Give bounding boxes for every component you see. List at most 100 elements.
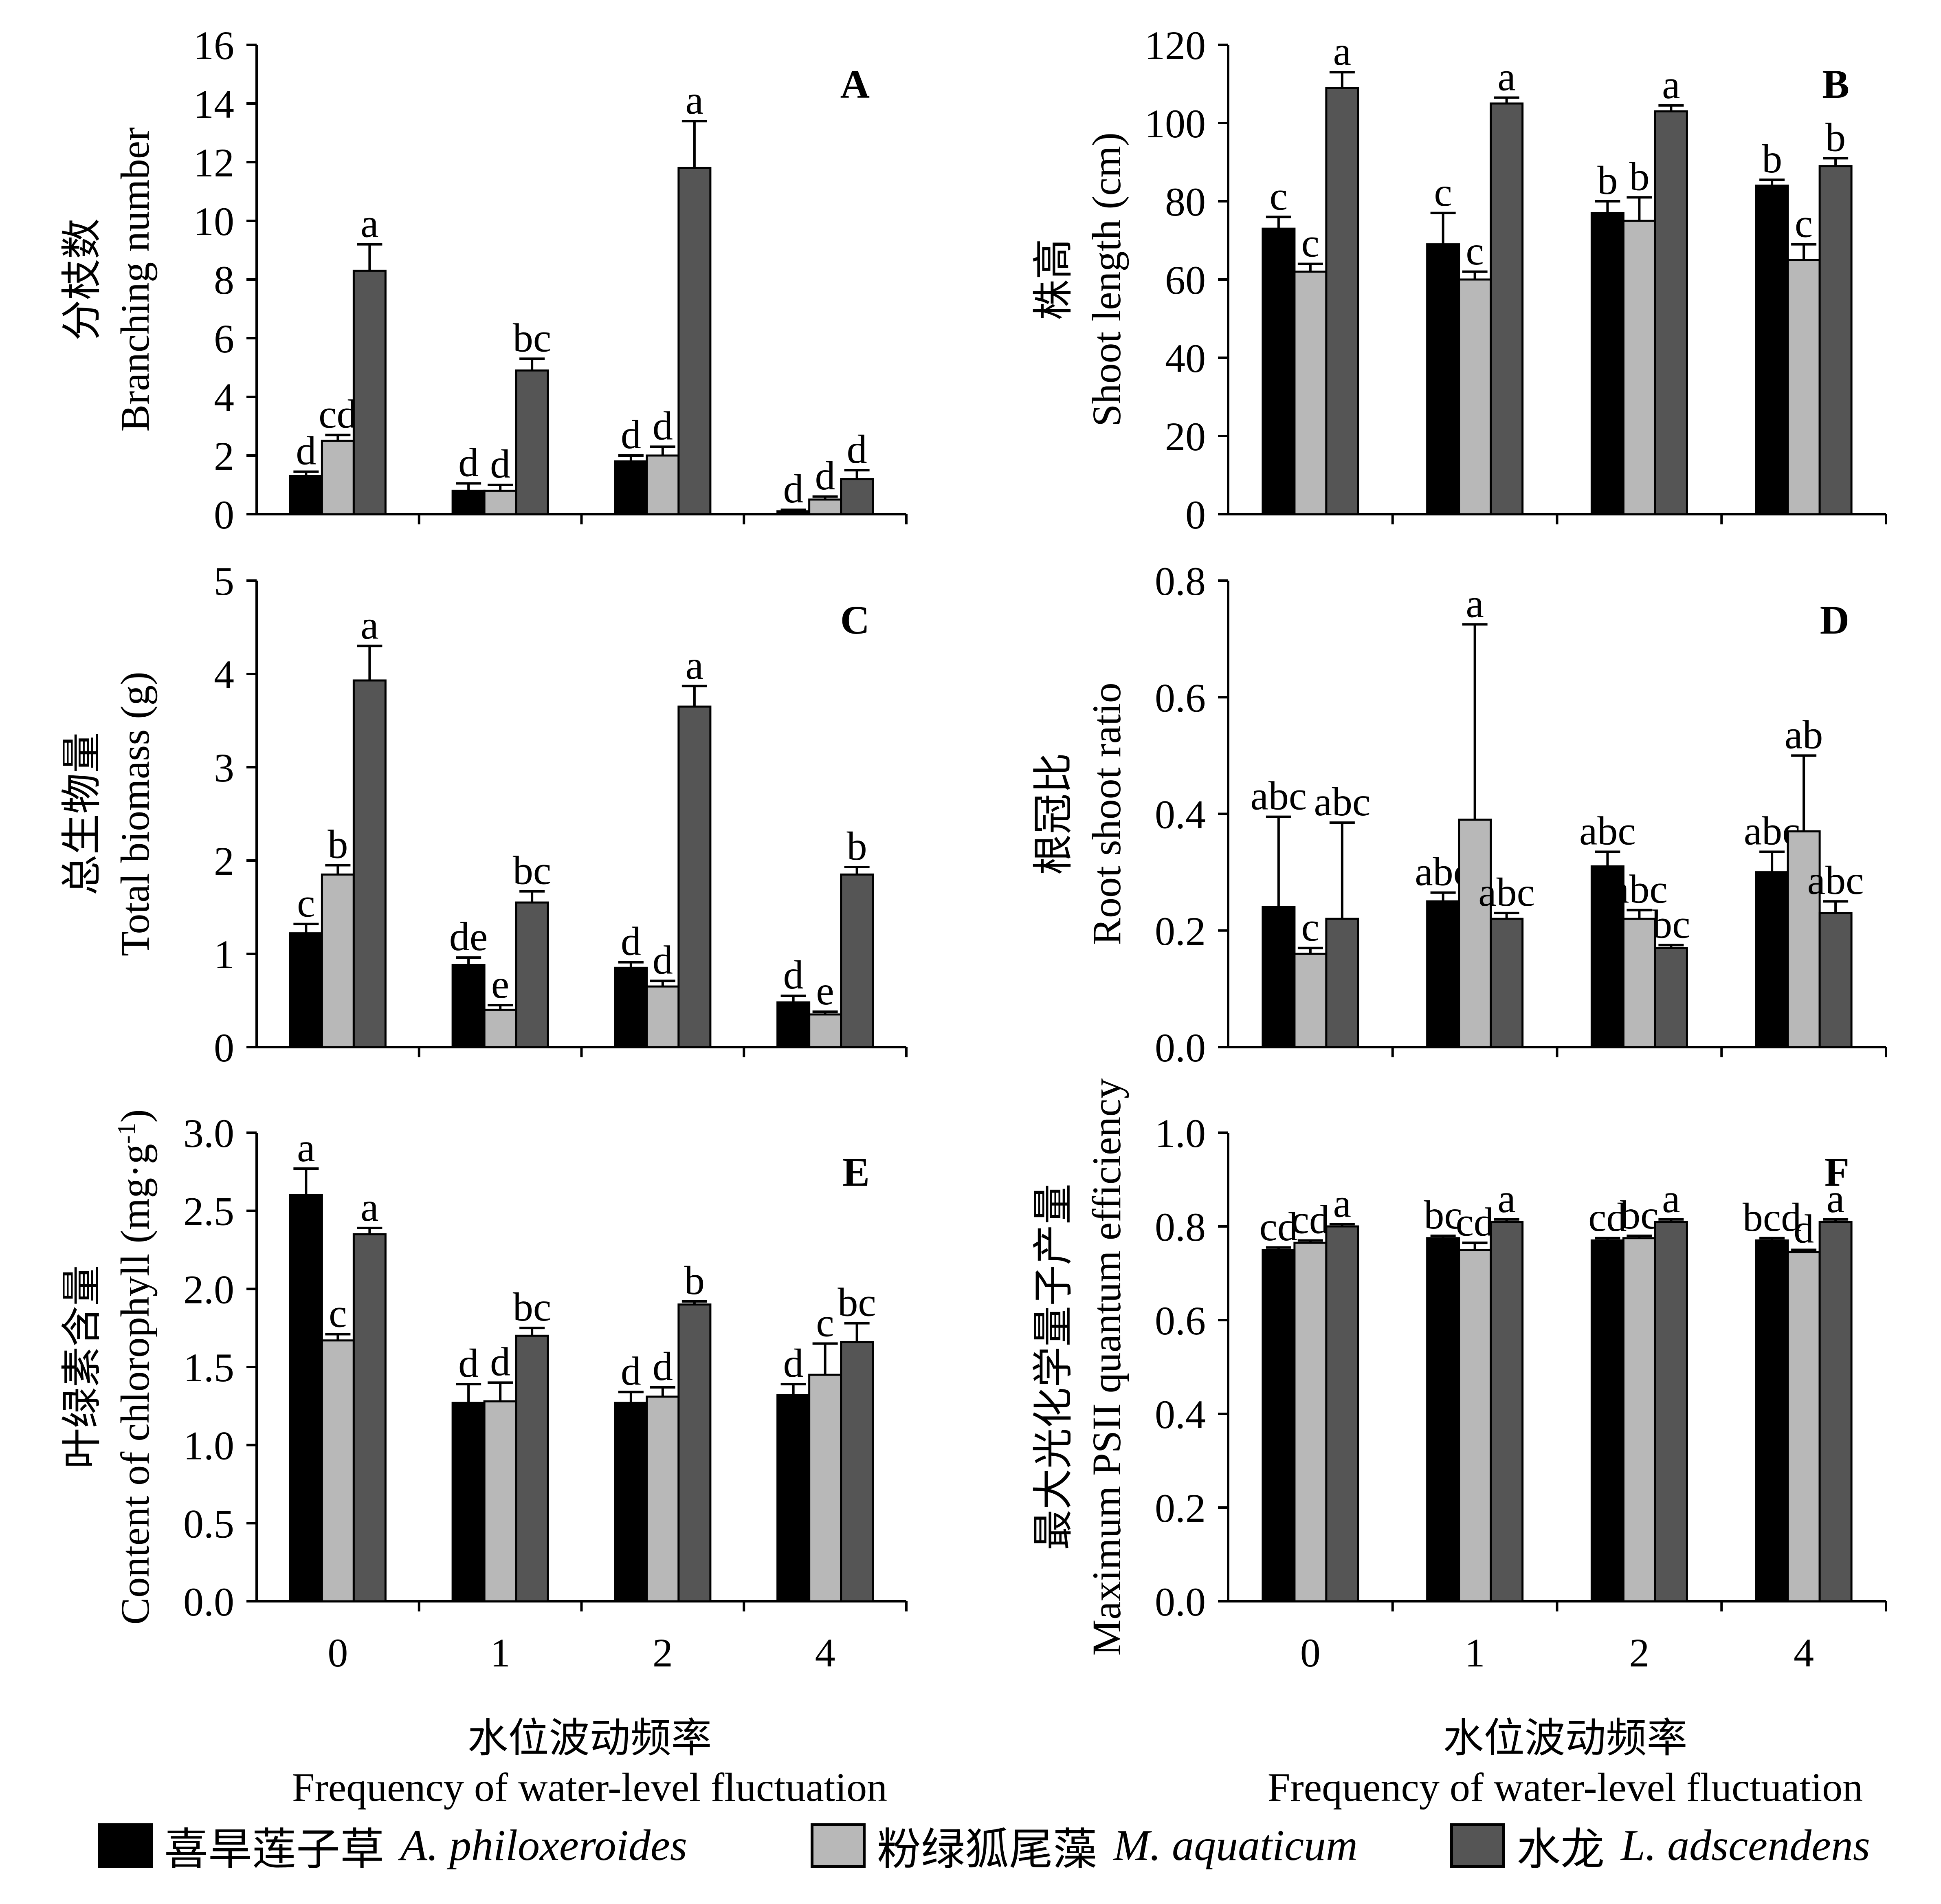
bar: [646, 1396, 680, 1602]
bar: [1325, 87, 1359, 515]
bar: [1293, 953, 1328, 1048]
bar: [289, 475, 323, 515]
y-axis-title: Root shoot ratio: [1084, 682, 1129, 945]
y-tick-label: 40: [1165, 336, 1206, 381]
bar: [451, 489, 486, 515]
legend-latin-label: M. aquaticum: [1113, 1821, 1358, 1870]
significance-label: a: [1662, 1176, 1680, 1221]
bar: [1787, 259, 1821, 515]
y-tick-label: 3.0: [183, 1111, 234, 1156]
chart-panel-d: 0.00.20.40.60.8abccabcabcaabcabcabcbcabc…: [1031, 559, 1887, 1070]
y-tick-label: 1.0: [183, 1423, 234, 1468]
significance-label: c: [329, 1291, 347, 1336]
legend-latin-label: L. adscendens: [1621, 1821, 1870, 1870]
panel-letter: C: [840, 597, 870, 643]
significance-label: a: [361, 201, 378, 246]
bar: [1755, 1239, 1789, 1602]
significance-label: c: [1301, 905, 1319, 950]
legend-item-a-philoxeroides: 喜旱莲子草 A. philoxeroides: [98, 1813, 687, 1878]
significance-label: abc: [1579, 808, 1636, 854]
bar: [1818, 1221, 1853, 1602]
y-tick-label: 1.5: [183, 1345, 234, 1390]
y-tick-label: 60: [1165, 258, 1206, 303]
significance-label: d: [653, 1344, 673, 1389]
bar: [451, 1402, 486, 1602]
bar: [808, 498, 842, 515]
significance-label: b: [684, 1258, 705, 1303]
significance-label: d: [783, 466, 804, 511]
bar: [1787, 1251, 1821, 1602]
significance-label: bc: [1620, 1192, 1658, 1237]
bar: [1490, 1221, 1524, 1602]
bar: [1755, 185, 1789, 515]
significance-label: d: [296, 428, 316, 473]
bar: [1262, 1249, 1296, 1602]
bar: [1490, 918, 1524, 1048]
significance-label: abc: [1807, 858, 1864, 903]
legend-swatch: [811, 1823, 866, 1868]
significance-label: abc: [1478, 869, 1535, 915]
y-axis-title: Maximum PSII quantum efficiency: [1084, 1078, 1129, 1655]
bar: [1622, 1237, 1656, 1602]
significance-label: d: [621, 1348, 641, 1393]
y-tick-label: 0.2: [1155, 909, 1206, 954]
bar: [515, 1334, 549, 1602]
y-tick-label: 2.0: [183, 1267, 234, 1312]
bar: [1426, 900, 1460, 1048]
significance-label: a: [297, 1125, 315, 1170]
y-tick-label: 0.4: [1155, 1392, 1206, 1437]
y-tick-label: 2: [214, 434, 234, 479]
significance-label: e: [816, 968, 834, 1013]
x-tick-label: 1: [490, 1630, 510, 1675]
significance-label: ab: [1785, 712, 1823, 757]
bar: [352, 269, 387, 515]
bar: [840, 478, 874, 515]
significance-label: bc: [513, 848, 551, 893]
legend-cn-label: 喜旱莲子草: [164, 1826, 385, 1874]
x-tick-label: 1: [1465, 1630, 1485, 1675]
significance-label: d: [458, 1341, 479, 1386]
significance-label: a: [686, 643, 703, 688]
significance-label: d: [490, 1339, 510, 1384]
bar: [1654, 1221, 1688, 1602]
y-axis-title-cn: 总生物量: [59, 733, 105, 896]
bar: [321, 1339, 355, 1602]
x-axis-title-en: Frequency of water-level fluctuation: [292, 1765, 887, 1810]
bar: [1293, 271, 1328, 515]
bar: [614, 1402, 648, 1602]
bar: [1490, 102, 1524, 515]
significance-label: a: [1333, 1180, 1351, 1226]
bar: [776, 510, 811, 515]
y-tick-label: 120: [1145, 23, 1206, 68]
significance-label: c: [1466, 228, 1484, 273]
significance-label: de: [449, 914, 488, 959]
significance-label: d: [490, 441, 510, 486]
significance-label: d: [653, 937, 673, 982]
bar: [646, 454, 680, 515]
bar: [614, 460, 648, 515]
x-axis-title-cn: 水位波动频率: [1443, 1716, 1688, 1761]
significance-label: bc: [513, 315, 551, 360]
significance-label: abc: [1611, 867, 1668, 912]
y-tick-label: 0.0: [183, 1579, 234, 1624]
y-tick-label: 8: [214, 258, 234, 303]
significance-label: d: [783, 952, 804, 997]
panel-letter: A: [840, 62, 870, 107]
y-axis-title: Branching number: [112, 127, 158, 431]
x-tick-label: 4: [815, 1630, 835, 1675]
y-tick-label: 1.0: [1155, 1111, 1206, 1156]
y-tick-label: 0.4: [1155, 792, 1206, 837]
y-axis-title: Shoot length (cm): [1084, 132, 1129, 427]
significance-label: d: [783, 1341, 804, 1386]
bar: [1262, 906, 1296, 1048]
panel-letter: D: [1820, 597, 1849, 643]
y-axis-title-superscript: -1: [113, 1123, 141, 1144]
y-axis-title: Content of chlorophyll (mg·g-1): [112, 1109, 158, 1624]
y-tick-label: 3: [214, 745, 234, 790]
significance-label: c: [1795, 201, 1813, 246]
significance-label: b: [328, 821, 348, 867]
significance-label: d: [621, 412, 641, 457]
